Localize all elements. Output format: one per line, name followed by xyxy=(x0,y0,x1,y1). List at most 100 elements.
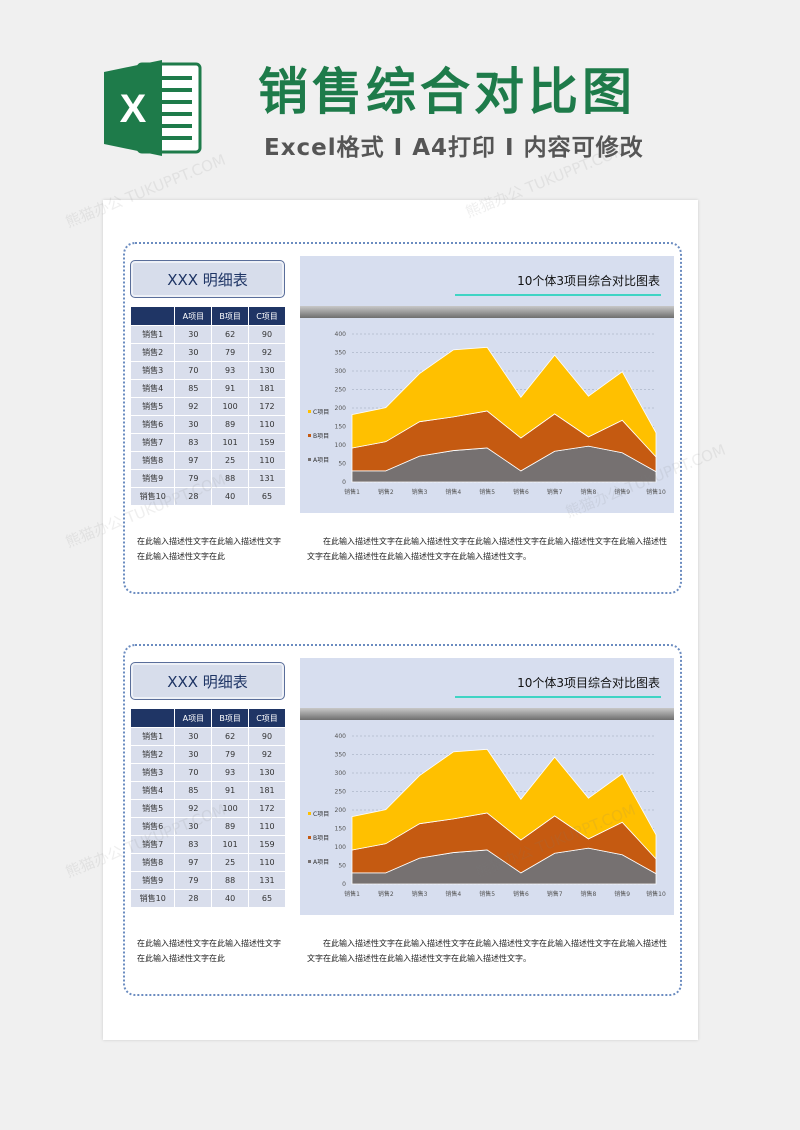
table-row: 销售3 70 93 130 xyxy=(129,763,286,782)
table-cell: 销售4 xyxy=(129,781,176,800)
table-cell: 97 xyxy=(174,853,213,872)
table-cell: 销售8 xyxy=(129,451,176,470)
chart-title: 10个体3项目综合对比图表 xyxy=(517,676,660,690)
table-header-row: A项目 B项目 C项目 xyxy=(129,306,286,326)
y-tick-label: 200 xyxy=(335,807,347,814)
table-cell: 159 xyxy=(248,433,286,452)
y-tick-label: 50 xyxy=(338,863,346,870)
table-cell: 88 xyxy=(211,469,250,488)
table-row: 销售9 79 88 131 xyxy=(129,469,286,488)
x-tick-label: 销售9 xyxy=(614,488,630,496)
description-left: 在此输入描述性文字在此输入描述性文字在此输入描述性文字在此 xyxy=(137,939,281,963)
legend-label: C项目 xyxy=(313,811,329,818)
table-row: 销售4 85 91 181 xyxy=(129,781,286,800)
table-row: 销售7 83 101 159 xyxy=(129,835,286,854)
table-cell: 79 xyxy=(211,343,250,362)
table-header-cell: C项目 xyxy=(248,708,286,728)
y-tick-label: 300 xyxy=(335,368,347,375)
table-cell: 销售2 xyxy=(129,745,176,764)
legend-swatch xyxy=(308,434,311,437)
table-cell: 92 xyxy=(174,799,213,818)
chart-title-underline xyxy=(455,696,661,698)
table-row: 销售10 28 40 65 xyxy=(129,487,286,506)
table-cell: 181 xyxy=(248,781,286,800)
description-left: 在此输入描述性文字在此输入描述性文字在此输入描述性文字在此 xyxy=(137,537,281,561)
table-row: 销售4 85 91 181 xyxy=(129,379,286,398)
x-tick-label: 销售7 xyxy=(547,488,563,496)
y-tick-label: 200 xyxy=(335,405,347,412)
x-tick-label: 销售4 xyxy=(445,488,461,496)
table-cell: 110 xyxy=(248,853,286,872)
table-cell: 销售10 xyxy=(129,487,176,506)
table-cell: 28 xyxy=(174,487,213,506)
x-tick-label: 销售10 xyxy=(646,488,666,496)
table-cell: 销售1 xyxy=(129,325,176,344)
page-subtitle: Excel格式 I A4打印 I 内容可修改 xyxy=(264,135,644,161)
x-tick-label: 销售2 xyxy=(378,890,394,898)
x-tick-label: 销售9 xyxy=(614,890,630,898)
y-tick-label: 0 xyxy=(342,479,346,486)
table-row: 销售9 79 88 131 xyxy=(129,871,286,890)
y-tick-label: 250 xyxy=(335,789,347,796)
table-row: 销售2 30 79 92 xyxy=(129,745,286,764)
y-tick-label: 150 xyxy=(335,826,347,833)
x-tick-label: 销售1 xyxy=(344,890,360,898)
page-header: X 销售综合对比图 Excel格式 I A4打印 I 内容可修改 xyxy=(0,0,800,195)
area-series-C项目 xyxy=(351,346,657,458)
legend-label: B项目 xyxy=(313,433,329,440)
table-cell: 销售3 xyxy=(129,361,176,380)
table-cell: 30 xyxy=(174,343,213,362)
chart-divider-bar xyxy=(300,708,674,720)
legend-label: A项目 xyxy=(313,457,329,464)
y-tick-label: 250 xyxy=(335,387,347,394)
table-header-cell xyxy=(129,306,176,326)
legend-label: B项目 xyxy=(313,835,329,842)
table-cell: 172 xyxy=(248,397,286,416)
table-title: XXX 明细表 xyxy=(130,260,285,298)
table-cell: 131 xyxy=(248,871,286,890)
table-cell: 28 xyxy=(174,889,213,908)
table-row: 销售5 92 100 172 xyxy=(129,799,286,818)
table-cell: 65 xyxy=(248,487,286,506)
table-cell: 30 xyxy=(174,325,213,344)
x-tick-label: 销售8 xyxy=(581,488,597,496)
table-cell: 131 xyxy=(248,469,286,488)
table-title: XXX 明细表 xyxy=(130,662,285,700)
table-cell: 83 xyxy=(174,835,213,854)
x-tick-label: 销售10 xyxy=(646,890,666,898)
table-header-cell: A项目 xyxy=(174,306,213,326)
table-row: 销售1 30 62 90 xyxy=(129,727,286,746)
y-tick-label: 300 xyxy=(335,770,347,777)
logo-letter: X xyxy=(120,87,147,131)
y-tick-label: 0 xyxy=(342,881,346,888)
table-cell: 93 xyxy=(211,763,250,782)
table-row: 销售10 28 40 65 xyxy=(129,889,286,908)
table-cell: 销售10 xyxy=(129,889,176,908)
table-cell: 销售2 xyxy=(129,343,176,362)
table-row: 销售1 30 62 90 xyxy=(129,325,286,344)
table-cell: 70 xyxy=(174,361,213,380)
x-tick-label: 销售5 xyxy=(479,890,495,898)
table-cell: 销售6 xyxy=(129,415,176,434)
detail-table: A项目 B项目 C项目 销售1 30 62 90 销售2 30 79 92 销售3 70 93 130 销售4… xyxy=(129,306,286,506)
table-row: 销售7 83 101 159 xyxy=(129,433,286,452)
x-tick-label: 销售4 xyxy=(445,890,461,898)
table-header-cell: A项目 xyxy=(174,708,213,728)
chart-panel: 10个体3项目综合对比图表 0 50 100 150 200 250 300 350 400 销售… xyxy=(300,256,674,513)
legend-swatch xyxy=(308,410,311,413)
chart-title-underline xyxy=(455,294,661,296)
description-right: 在此输入描述性文字在此输入描述性文字在此输入描述性文字在此输入描述性文字在此输入… xyxy=(307,939,667,963)
table-cell: 92 xyxy=(248,745,286,764)
legend-label: A项目 xyxy=(313,859,329,866)
x-tick-label: 销售8 xyxy=(581,890,597,898)
table-cell: 40 xyxy=(211,889,250,908)
table-row: 销售3 70 93 130 xyxy=(129,361,286,380)
table-cell: 91 xyxy=(211,781,250,800)
legend-swatch xyxy=(308,860,311,863)
chart-panel: 10个体3项目综合对比图表 0 50 100 150 200 250 300 350 400 销售… xyxy=(300,658,674,915)
table-cell: 销售7 xyxy=(129,433,176,452)
table-cell: 89 xyxy=(211,817,250,836)
report-block-1: XXX 明细表 A项目 B项目 C项目 销售1 30 62 90 销售2 30 79 92 销售3 70 9… xyxy=(123,242,682,594)
table-row: 销售8 97 25 110 xyxy=(129,451,286,470)
x-tick-label: 销售6 xyxy=(513,890,529,898)
